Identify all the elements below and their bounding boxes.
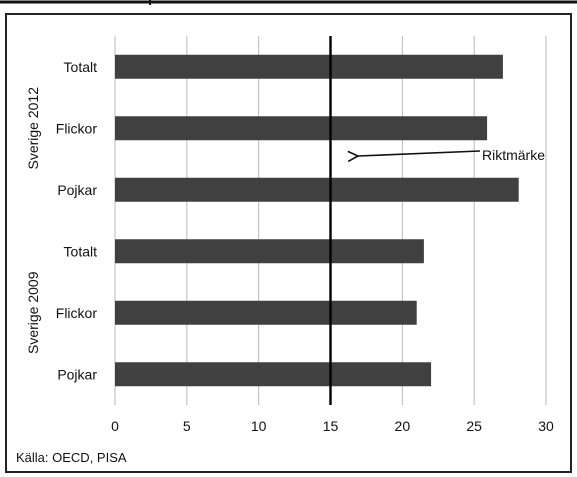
group-label: Sverige 2012 <box>25 87 41 170</box>
bar <box>115 300 417 325</box>
category-label: Flickor <box>56 120 98 136</box>
bars <box>115 54 519 387</box>
reference-line-group: Riktmärke <box>329 36 545 405</box>
x-tick-label: 5 <box>183 418 191 434</box>
group-label: Sverige 2009 <box>25 271 41 354</box>
x-tick-label: 15 <box>323 418 339 434</box>
bar <box>115 239 424 264</box>
bar <box>115 362 432 387</box>
category-label: Totalt <box>64 59 98 75</box>
x-tick-label: 20 <box>395 418 411 434</box>
bar <box>115 177 519 202</box>
x-tick-label: 0 <box>111 418 119 434</box>
x-tick-label: 25 <box>466 418 482 434</box>
group-labels: Sverige 2012 Sverige 2009 <box>25 87 41 354</box>
x-tick-label: 30 <box>538 418 554 434</box>
category-labels: Totalt Flickor Pojkar Totalt Flickor Pojkar <box>56 59 98 383</box>
category-label: Flickor <box>56 305 98 321</box>
reference-arrow <box>358 150 481 156</box>
category-label: Pojkar <box>57 182 97 198</box>
x-tick-labels: 0 5 10 15 20 25 30 <box>111 418 554 434</box>
reference-label: Riktmärke <box>482 147 545 163</box>
category-label: Pojkar <box>57 366 97 382</box>
source-note: Källa: OECD, PISA <box>16 450 127 465</box>
bar <box>115 116 488 141</box>
category-label: Totalt <box>64 243 98 259</box>
x-tick-label: 10 <box>251 418 267 434</box>
bar <box>115 54 503 79</box>
